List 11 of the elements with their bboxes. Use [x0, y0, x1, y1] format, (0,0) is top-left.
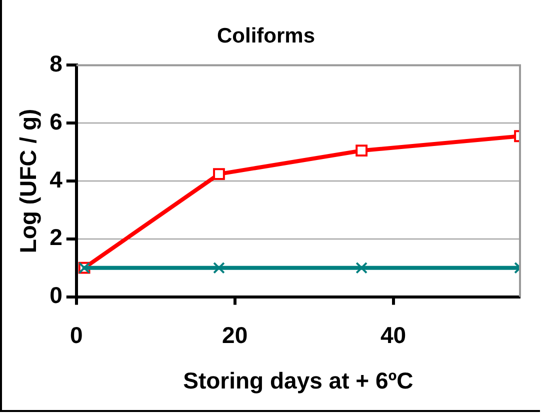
x-tick-label: 0 — [70, 322, 83, 348]
y-tick-label: 2 — [50, 224, 62, 250]
x-tick-label: 20 — [222, 322, 248, 348]
y-tick-label: 4 — [50, 166, 63, 192]
y-tick-label: 6 — [50, 108, 62, 134]
y-tick-label: 8 — [50, 50, 63, 77]
chart-title: Coliforms — [216, 24, 316, 48]
x-tick-label: 40 — [380, 322, 406, 348]
x-axis-title: Storing days at + 6ºC — [183, 368, 414, 394]
y-axis-title: Log (UFC / g) — [15, 108, 42, 254]
y-tick-label: 0 — [50, 282, 62, 308]
